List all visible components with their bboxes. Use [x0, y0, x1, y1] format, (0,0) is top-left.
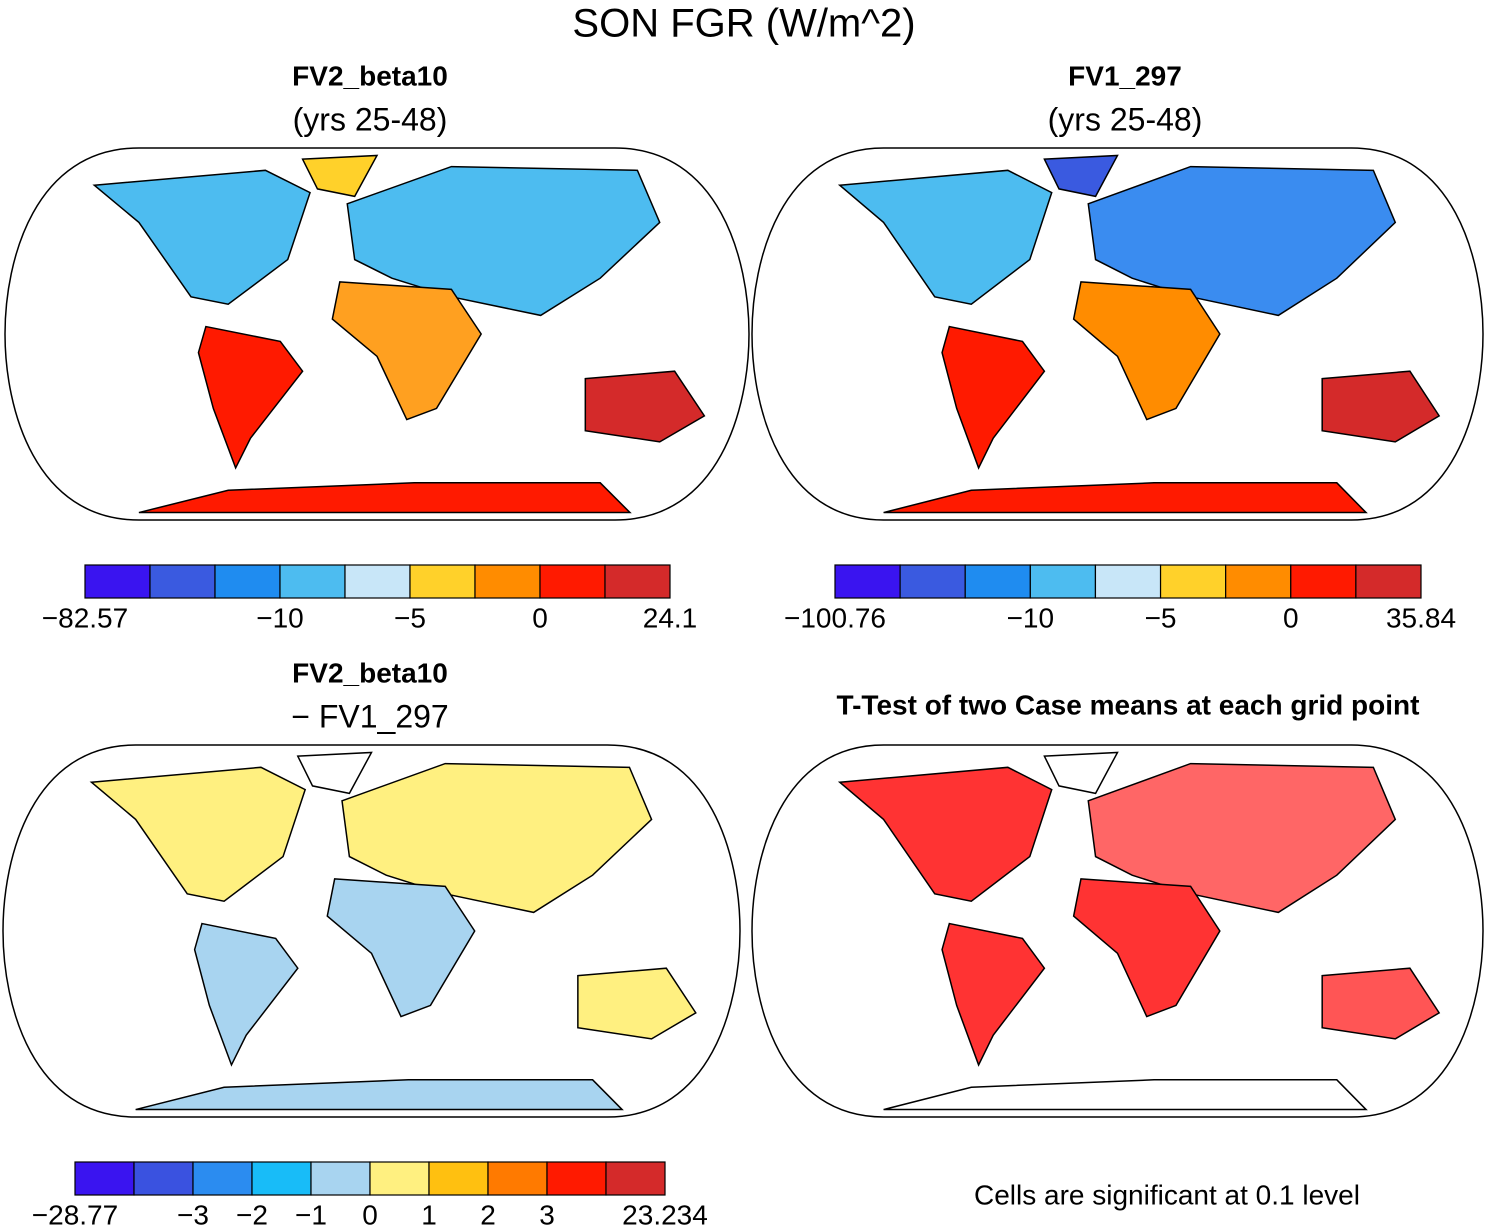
map-panel: FV2_beta10 (yrs 25-48) −82.57 −10 −5 0 24.1 — [4, 60, 750, 633]
colorbar-label: 3 — [539, 1199, 555, 1227]
colorbar-label: −5 — [394, 602, 426, 633]
colorbar-box — [546, 1161, 607, 1196]
colorbar-label: 2 — [480, 1199, 496, 1227]
colorbar-box — [214, 564, 281, 599]
land-antarctica — [883, 1079, 1368, 1111]
colorbar-label: −28.77 — [32, 1199, 118, 1227]
land-africa — [326, 878, 476, 1018]
land — [92, 154, 706, 514]
land — [837, 751, 1441, 1111]
colorbar-label: 23.234 — [622, 1199, 708, 1227]
map-outline — [2, 744, 741, 1118]
land-antarctica — [138, 482, 632, 514]
land-australia — [584, 370, 706, 443]
land-samerica — [197, 325, 304, 470]
colorbar-box — [149, 564, 216, 599]
panel-subtitle: (yrs 25-48) — [293, 101, 448, 137]
colorbar-box — [409, 564, 476, 599]
colorbar-label: 0 — [1283, 602, 1299, 633]
land-greenland — [1043, 154, 1119, 198]
colorbar-box — [192, 1161, 253, 1196]
map-outline — [751, 744, 1484, 1118]
land-greenland — [1043, 751, 1119, 795]
land-namerica — [89, 766, 307, 903]
colorbar-box — [1290, 564, 1357, 599]
land-africa — [1072, 878, 1221, 1018]
panel-title: FV1_297 — [1068, 60, 1182, 91]
land-samerica — [193, 922, 299, 1067]
land-namerica — [837, 766, 1053, 903]
map-outline — [4, 147, 750, 521]
colorbar-box — [474, 564, 541, 599]
map-panel: FV1_297 (yrs 25-48) −100.76 −10 −5 0 35.84 — [751, 60, 1484, 633]
colorbar-box — [1029, 564, 1097, 599]
map-panel: T-Test of two Case means at each grid po… — [751, 689, 1484, 1210]
colorbar-label: −2 — [236, 1199, 268, 1227]
land-eurasia — [341, 762, 653, 914]
colorbar-box — [279, 564, 346, 599]
land-africa — [331, 281, 483, 421]
colorbar-box — [84, 564, 151, 599]
colorbar-label: 0 — [532, 602, 548, 633]
colorbar-box — [899, 564, 966, 599]
colorbar-label: −82.57 — [42, 602, 128, 633]
land-australia — [1321, 370, 1441, 443]
land — [89, 751, 697, 1111]
panel-subtitle: (yrs 25-48) — [1048, 101, 1203, 137]
land-eurasia — [1087, 165, 1397, 317]
colorbar-box — [487, 1161, 548, 1196]
colorbar-box — [1225, 564, 1292, 599]
panel-note: Cells are significant at 0.1 level — [974, 1179, 1360, 1210]
colorbar-box — [310, 1161, 371, 1196]
colorbar-box — [1159, 564, 1227, 599]
land-africa — [1072, 281, 1221, 421]
colorbar-label: −10 — [256, 602, 304, 633]
panel-title: FV2_beta10 — [292, 657, 448, 688]
colorbar-box — [369, 1161, 430, 1196]
panel-title: T-Test of two Case means at each grid po… — [837, 689, 1420, 720]
colorbar-box — [1355, 564, 1422, 599]
land-samerica — [941, 922, 1046, 1067]
land-eurasia — [346, 165, 661, 317]
colorbar-label: −10 — [1007, 602, 1055, 633]
land-samerica — [941, 325, 1046, 470]
land-antarctica — [135, 1079, 624, 1111]
colorbar-label: 24.1 — [643, 602, 698, 633]
panel-subtitle: − FV1_297 — [291, 698, 448, 734]
land-eurasia — [1087, 762, 1397, 914]
land-namerica — [92, 169, 311, 306]
colorbar-label: −5 — [1145, 602, 1177, 633]
land — [837, 154, 1441, 514]
colorbar-box — [539, 564, 606, 599]
land-australia — [577, 967, 697, 1040]
land-antarctica — [883, 482, 1368, 514]
colorbar-box — [74, 1161, 135, 1196]
map-outline — [751, 147, 1484, 521]
colorbar-label: −1 — [295, 1199, 327, 1227]
colorbar-label: −100.76 — [784, 602, 886, 633]
colorbar-box — [251, 1161, 312, 1196]
colorbar-box — [604, 564, 671, 599]
colorbar-box — [344, 564, 411, 599]
land-australia — [1321, 967, 1441, 1040]
colorbar-box — [964, 564, 1031, 599]
land-namerica — [837, 169, 1053, 306]
map-panel: FV2_beta10 − FV1_297 −28.77 −3 −2 −1 0 1 2 3 23.23… — [2, 657, 741, 1230]
colorbar-box — [1094, 564, 1162, 599]
colorbar-box — [605, 1161, 666, 1196]
colorbar-label: −3 — [177, 1199, 209, 1227]
panel-title: FV2_beta10 — [292, 60, 448, 91]
colorbar-box — [428, 1161, 489, 1196]
land-greenland — [296, 751, 373, 795]
land-greenland — [301, 154, 379, 198]
colorbar-label: 0 — [362, 1199, 378, 1227]
colorbar-box — [834, 564, 901, 599]
figure-title: SON FGR (W/m^2) — [572, 2, 915, 46]
colorbar-box — [133, 1161, 194, 1196]
colorbar-label: 1 — [421, 1199, 437, 1227]
colorbar-label: 35.84 — [1386, 602, 1456, 633]
